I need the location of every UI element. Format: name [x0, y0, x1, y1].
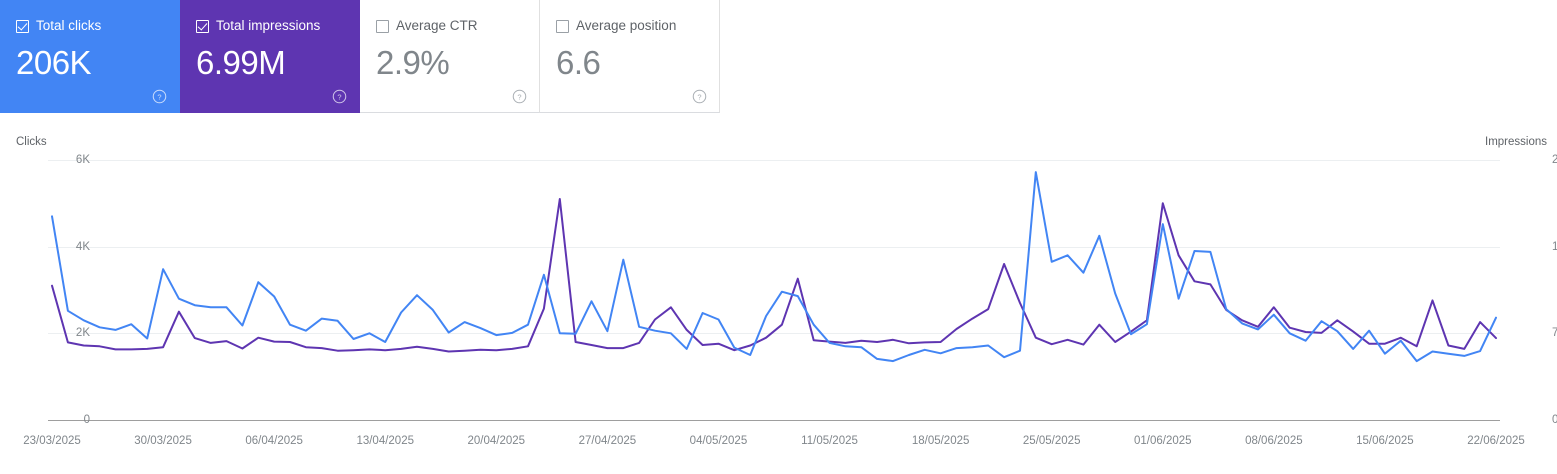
metric-label: Total impressions: [216, 18, 321, 33]
series-line-impressions: [51, 198, 1497, 353]
x-tick-label: 30/03/2025: [134, 435, 192, 447]
help-icon[interactable]: ?: [332, 89, 347, 104]
x-tick-label: 23/03/2025: [23, 435, 81, 447]
metric-value: 2.9%: [376, 44, 450, 81]
y-tick-left: 2K: [75, 327, 90, 340]
y-tick-right: 75K: [1552, 327, 1557, 340]
y-tick-left: 4K: [75, 240, 90, 253]
gridline: [48, 420, 1500, 421]
metric-tab-strip: Total clicks 206K? Total impressions 6.99M?…: [0, 0, 720, 113]
performance-chart: Clicks Impressions 0 0 2K 75K 4K 150K 6K 225K 2…: [0, 113, 1557, 474]
x-tick-label: 15/06/2025: [1356, 435, 1414, 447]
gridline: [48, 160, 1500, 161]
x-tick-label: 25/05/2025: [1022, 435, 1081, 447]
metric-tab-total-impressions[interactable]: Total impressions 6.99M?: [180, 0, 360, 113]
y-axis-right-title: Impressions: [1485, 136, 1547, 148]
metric-label: Total clicks: [36, 18, 102, 33]
svg-text:?: ?: [157, 92, 161, 101]
y-tick-left: 0: [83, 414, 90, 426]
gridline: [48, 333, 1500, 335]
x-tick-label: 04/05/2025: [689, 435, 748, 447]
checkbox-total-clicks-icon[interactable]: [16, 19, 29, 33]
x-tick-label: 20/04/2025: [467, 435, 526, 447]
x-tick-label: 08/06/2025: [1245, 435, 1303, 447]
x-tick-label: 06/04/2025: [245, 435, 303, 447]
series-lines: [51, 171, 1497, 363]
checkbox-total-impressions-icon[interactable]: [196, 19, 209, 33]
metric-label: Average CTR: [396, 18, 478, 33]
metric-tab-header: Average position: [556, 18, 703, 34]
y-tick-right: 150K: [1552, 240, 1557, 253]
x-tick-label: 01/06/2025: [1133, 435, 1192, 447]
metric-tab-total-clicks[interactable]: Total clicks 206K?: [0, 0, 180, 113]
y-axis-left-title: Clicks: [16, 136, 47, 148]
x-tick-label: 22/06/2025: [1467, 435, 1525, 447]
svg-text:?: ?: [697, 92, 701, 101]
metric-tab-header: Total impressions: [196, 18, 343, 34]
y-tick-right: 0: [1552, 414, 1557, 426]
metric-tab-header: Average CTR: [376, 18, 523, 34]
metric-tab-average-ctr[interactable]: Average CTR 2.9%?: [360, 0, 540, 113]
x-tick-label: 13/04/2025: [356, 435, 414, 447]
gridline: [48, 246, 1500, 248]
metric-label: Average position: [576, 18, 677, 33]
x-tick-label: 11/05/2025: [801, 435, 858, 447]
checkbox-average-ctr-icon[interactable]: [376, 19, 389, 33]
plot-area: 0 0 2K 75K 4K 150K 6K 225K 23/03/2025 30/03/2025…: [23, 113, 1557, 474]
metric-tab-header: Total clicks: [16, 18, 163, 34]
help-icon[interactable]: ?: [512, 89, 527, 104]
svg-text:?: ?: [337, 92, 341, 101]
metric-tab-average-position[interactable]: Average position 6.6?: [540, 0, 720, 113]
y-tick-left: 6K: [75, 154, 90, 166]
metric-value: 206K: [16, 44, 92, 81]
series-line-clicks: [51, 171, 1497, 363]
x-tick-label: 18/05/2025: [911, 435, 970, 447]
metric-value: 6.99M: [196, 44, 286, 81]
x-tick-label: 27/04/2025: [578, 435, 637, 447]
help-icon[interactable]: ?: [152, 89, 167, 104]
y-tick-right: 225K: [1552, 154, 1557, 166]
metric-value: 6.6: [556, 44, 601, 81]
checkbox-average-position-icon[interactable]: [556, 19, 569, 33]
svg-text:?: ?: [517, 92, 521, 101]
help-icon[interactable]: ?: [692, 89, 707, 104]
